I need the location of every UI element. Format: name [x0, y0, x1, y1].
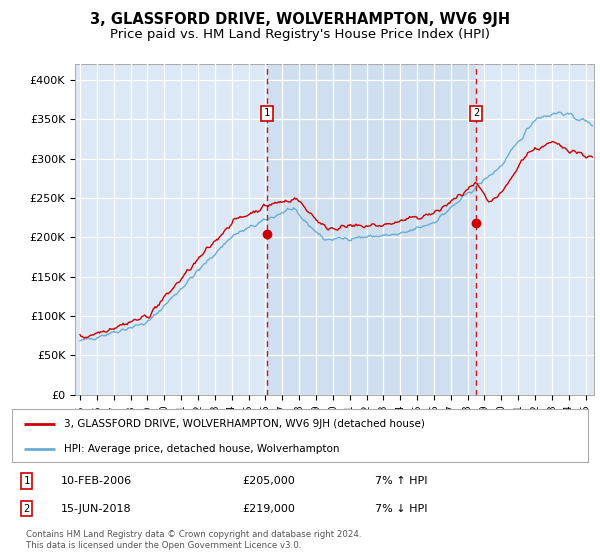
Text: £219,000: £219,000	[242, 504, 295, 514]
Text: 2: 2	[473, 108, 479, 118]
Text: Price paid vs. HM Land Registry's House Price Index (HPI): Price paid vs. HM Land Registry's House …	[110, 28, 490, 41]
Text: 7% ↑ HPI: 7% ↑ HPI	[375, 476, 427, 486]
Text: £205,000: £205,000	[242, 476, 295, 486]
Text: 2: 2	[23, 504, 29, 514]
Text: 1: 1	[23, 476, 29, 486]
Text: 10-FEB-2006: 10-FEB-2006	[61, 476, 132, 486]
Text: HPI: Average price, detached house, Wolverhampton: HPI: Average price, detached house, Wolv…	[64, 444, 340, 454]
Text: 3, GLASSFORD DRIVE, WOLVERHAMPTON, WV6 9JH (detached house): 3, GLASSFORD DRIVE, WOLVERHAMPTON, WV6 9…	[64, 419, 425, 429]
Text: 15-JUN-2018: 15-JUN-2018	[61, 504, 131, 514]
Text: 3, GLASSFORD DRIVE, WOLVERHAMPTON, WV6 9JH: 3, GLASSFORD DRIVE, WOLVERHAMPTON, WV6 9…	[90, 12, 510, 27]
Bar	[267, 64, 476, 395]
Text: Contains HM Land Registry data © Crown copyright and database right 2024.
This d: Contains HM Land Registry data © Crown c…	[26, 530, 362, 550]
Text: 1: 1	[264, 108, 270, 118]
Text: 7% ↓ HPI: 7% ↓ HPI	[375, 504, 427, 514]
